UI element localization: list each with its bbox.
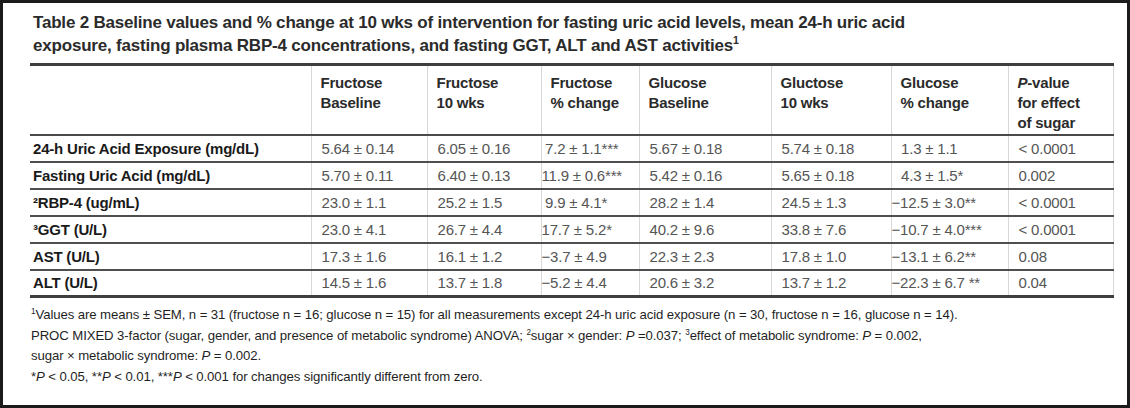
- table-cell: −5.2 ± 4.4: [541, 270, 639, 297]
- table-cell: 22.3 ± 2.3: [639, 243, 771, 270]
- table-cell: 26.7 ± 4.4: [427, 216, 541, 243]
- header-empty-cell: [30, 65, 311, 135]
- table-cell: 5.74 ± 0.18: [771, 135, 891, 162]
- row-label: ²RBP-4 (ug/mL): [30, 189, 311, 216]
- table-row-ggt: ³GGT (U/L) 23.0 ± 4.1 26.7 ± 4.4 17.7 ± …: [30, 216, 1113, 243]
- table-cell: −3.7 ± 4.9: [541, 243, 639, 270]
- row-label: AST (U/L): [30, 243, 311, 270]
- data-table: FructoseBaseline Fructose10 wks Fructose…: [30, 63, 1114, 298]
- table-cell: 17.3 ± 1.6: [311, 243, 427, 270]
- table-cell: 6.40 ± 0.13: [427, 162, 541, 189]
- table-cell: 11.9 ± 0.6***: [541, 162, 639, 189]
- table-cell: 14.5 ± 1.6: [311, 270, 427, 297]
- table-cell: < 0.0001: [1008, 216, 1113, 243]
- table-cell: 6.05 ± 0.16: [427, 135, 541, 162]
- table-cell: 20.6 ± 3.2: [639, 270, 771, 297]
- footnote-line: *P < 0.05, **P < 0.01, ***P < 0.001 for …: [31, 367, 1110, 388]
- table-cell: < 0.0001: [1008, 189, 1113, 216]
- col-header-fructose-10wks: Fructose10 wks: [427, 65, 541, 135]
- table-cell: 17.8 ± 1.0: [771, 243, 891, 270]
- table-cell: 17.7 ± 5.2*: [541, 216, 639, 243]
- table-cell: 5.67 ± 0.18: [639, 135, 771, 162]
- table-cell: 1.3 ± 1.1: [891, 135, 1008, 162]
- table-cell: 0.002: [1008, 162, 1113, 189]
- table-cell: −13.1 ± 6.2**: [891, 243, 1008, 270]
- table-cell: 23.0 ± 1.1: [311, 189, 427, 216]
- row-label: ALT (U/L): [30, 270, 311, 297]
- col-header-fructose-baseline: FructoseBaseline: [311, 65, 427, 135]
- table-cell: 23.0 ± 4.1: [311, 216, 427, 243]
- table-row-fasting-uric-acid: Fasting Uric Acid (mg/dL) 5.70 ± 0.11 6.…: [30, 162, 1113, 189]
- table-cell: 24.5 ± 1.3: [771, 189, 891, 216]
- table-figure: Table 2 Baseline values and % change at …: [0, 0, 1130, 408]
- table-row-rbp4: ²RBP-4 (ug/mL) 23.0 ± 1.1 25.2 ± 1.5 9.9…: [30, 189, 1113, 216]
- table-cell: 25.2 ± 1.5: [427, 189, 541, 216]
- table-cell: 13.7 ± 1.8: [427, 270, 541, 297]
- table-cell: 5.65 ± 0.18: [771, 162, 891, 189]
- col-header-glucose-pct-change: Glucose% change: [891, 65, 1008, 135]
- footnote-line: PROC MIXED 3-factor (sugar, gender, and …: [31, 326, 1110, 347]
- table-cell: 33.8 ± 7.6: [771, 216, 891, 243]
- row-label: Fasting Uric Acid (mg/dL): [30, 162, 311, 189]
- table-cell: 9.9 ± 4.1*: [541, 189, 639, 216]
- table-row-24h-uric-acid: 24-h Uric Acid Exposure (mg/dL) 5.64 ± 0…: [30, 135, 1113, 162]
- table-cell: 7.2 ± 1.1***: [541, 135, 639, 162]
- table-row-alt: ALT (U/L) 14.5 ± 1.6 13.7 ± 1.8 −5.2 ± 4…: [30, 270, 1113, 297]
- col-header-glucose-baseline: GlucoseBaseline: [639, 65, 771, 135]
- table-cell: < 0.0001: [1008, 135, 1113, 162]
- table-title: Table 2 Baseline values and % change at …: [30, 11, 1110, 57]
- footnote-line: 1Values are means ± SEM, n = 31 (fructos…: [31, 305, 1110, 326]
- footnotes-block: 1Values are means ± SEM, n = 31 (fructos…: [30, 305, 1110, 387]
- table-cell: 40.2 ± 9.6: [639, 216, 771, 243]
- table-cell: −10.7 ± 4.0***: [891, 216, 1008, 243]
- row-label: ³GGT (U/L): [30, 216, 311, 243]
- table-row-ast: AST (U/L) 17.3 ± 1.6 16.1 ± 1.2 −3.7 ± 4…: [30, 243, 1113, 270]
- table-cell: 4.3 ± 1.5*: [891, 162, 1008, 189]
- table-cell: 13.7 ± 1.2: [771, 270, 891, 297]
- header-row: FructoseBaseline Fructose10 wks Fructose…: [30, 65, 1113, 135]
- table-cell: 5.42 ± 0.16: [639, 162, 771, 189]
- table-cell: 16.1 ± 1.2: [427, 243, 541, 270]
- row-label: 24-h Uric Acid Exposure (mg/dL): [30, 135, 311, 162]
- table-cell: 5.70 ± 0.11: [311, 162, 427, 189]
- table-cell: −12.5 ± 3.0**: [891, 189, 1008, 216]
- col-header-p-value: P-valuefor effectof sugar: [1008, 65, 1113, 135]
- table-cell: 5.64 ± 0.14: [311, 135, 427, 162]
- table-cell: 0.04: [1008, 270, 1113, 297]
- col-header-glucose-10wks: Gluctose10 wks: [771, 65, 891, 135]
- table-cell: 0.08: [1008, 243, 1113, 270]
- col-header-fructose-pct-change: Fructose% change: [541, 65, 639, 135]
- table-cell: −22.3 ± 6.7 **: [891, 270, 1008, 297]
- footnote-line: sugar × metabolic syndrome: P = 0.002.: [31, 346, 1110, 367]
- table-cell: 28.2 ± 1.4: [639, 189, 771, 216]
